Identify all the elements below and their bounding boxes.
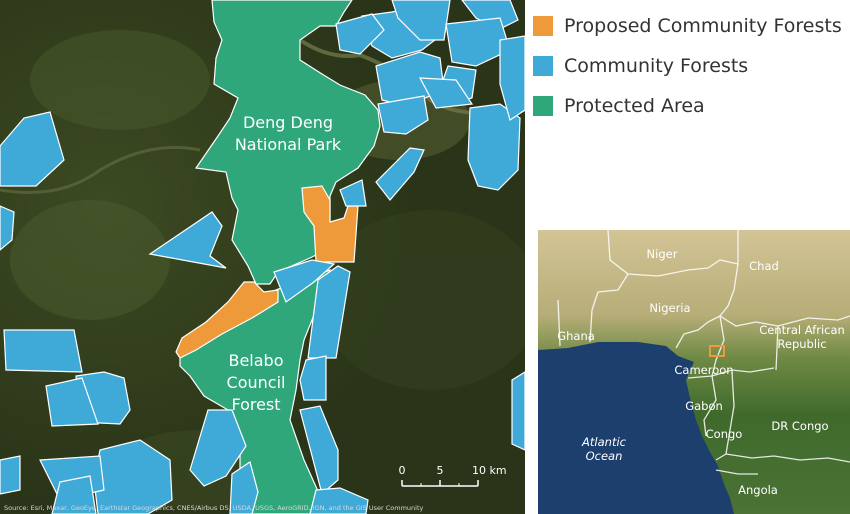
community-forest[interactable] (499, 35, 525, 121)
community-forest[interactable] (391, 0, 451, 41)
community-forest[interactable] (299, 355, 327, 401)
label-chad: Chad (749, 259, 779, 273)
community-forest[interactable] (0, 205, 15, 251)
community-forests (0, 0, 525, 514)
community-forest[interactable] (273, 259, 336, 303)
belabo-label-line1: Belabo (228, 351, 283, 370)
study-area-highlight[interactable] (709, 345, 725, 357)
community-forest[interactable] (0, 455, 21, 495)
community-forest[interactable] (467, 103, 521, 191)
community-forest[interactable] (3, 329, 83, 373)
community-forest[interactable] (418, 77, 474, 109)
inset-labels: Niger Chad Nigeria Ghana Central African… (557, 247, 845, 497)
legend-item-community: Community Forests (533, 46, 850, 86)
legend-label: Proposed Community Forests (564, 15, 842, 37)
community-forest[interactable] (0, 111, 65, 187)
label-angola: Angola (738, 483, 778, 497)
inset-ocean (538, 342, 734, 514)
label-car-1: Central African (759, 323, 845, 337)
proposed-community-forests (175, 185, 359, 359)
community-forest[interactable] (461, 0, 519, 31)
label-gabon: Gabon (685, 399, 723, 413)
deng-deng-label-line1: Deng Deng (243, 113, 333, 132)
belabo-label-line2: Council (227, 373, 286, 392)
community-forest[interactable] (299, 405, 339, 496)
community-forest[interactable] (307, 265, 351, 359)
deng-deng-label-line2: National Park (235, 135, 342, 154)
swatch-proposed (533, 16, 553, 36)
swatch-community (533, 56, 553, 76)
legend-label: Protected Area (564, 95, 705, 117)
scale-tick-0: 0 (399, 464, 406, 477)
label-dr-congo: DR Congo (771, 419, 828, 433)
community-forest[interactable] (45, 377, 99, 427)
community-forest[interactable] (377, 95, 429, 135)
label-atlantic-2: Ocean (586, 449, 623, 463)
legend: Proposed Community Forests Community For… (533, 6, 850, 126)
community-forest[interactable] (511, 371, 525, 451)
swatch-protected (533, 96, 553, 116)
community-forest[interactable] (335, 13, 385, 55)
scale-tick-10: 10 km (472, 464, 507, 477)
river-west (0, 146, 201, 194)
community-forest[interactable] (51, 475, 97, 514)
community-forest[interactable] (229, 461, 259, 514)
label-cameroon: Cameroon (674, 363, 733, 377)
label-car-2: Republic (777, 337, 826, 351)
community-forest[interactable] (309, 487, 369, 514)
scale-tick-5: 5 (437, 464, 444, 477)
community-forest[interactable] (375, 147, 425, 201)
legend-label: Community Forests (564, 55, 749, 77)
attribution-text: Source: Esri, Maxar, GeoEye, Earthstar G… (4, 504, 423, 512)
legend-item-protected: Protected Area (533, 86, 850, 126)
community-forest[interactable] (189, 409, 247, 487)
legend-item-proposed: Proposed Community Forests (533, 6, 850, 46)
inset-map[interactable]: Niger Chad Nigeria Ghana Central African… (538, 230, 850, 514)
area-labels: Deng Deng National Park Belabo Council F… (227, 113, 342, 414)
label-nigeria: Nigeria (649, 301, 690, 315)
community-forest[interactable] (339, 179, 367, 207)
proposed-forest-south[interactable] (175, 281, 279, 359)
label-atlantic-1: Atlantic (581, 435, 627, 449)
label-ghana: Ghana (557, 329, 595, 343)
country-borders (557, 230, 850, 475)
label-niger: Niger (647, 247, 678, 261)
community-forest[interactable] (445, 17, 511, 67)
belabo-label-line3: Forest (231, 395, 280, 414)
community-forest[interactable] (148, 211, 227, 269)
label-congo: Congo (706, 427, 743, 441)
main-map[interactable]: Deng Deng National Park Belabo Council F… (0, 0, 525, 514)
scale-bar: 0 5 10 km (399, 464, 507, 487)
